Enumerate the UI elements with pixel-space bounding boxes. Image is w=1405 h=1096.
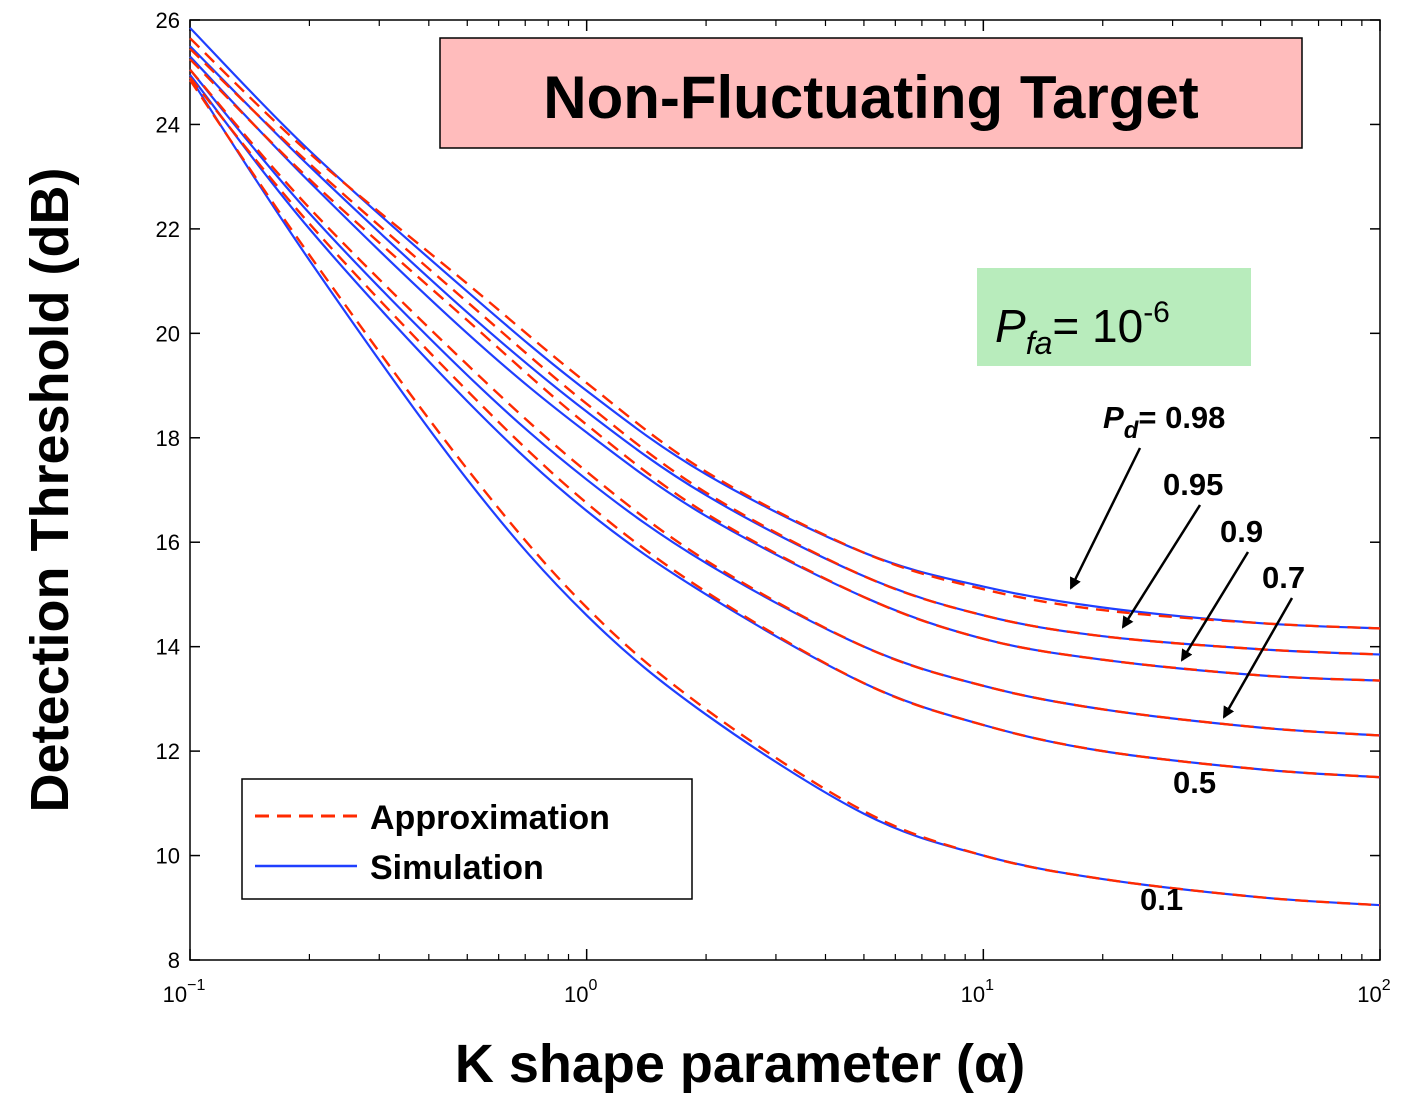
- simulation-curve-pd-0.7: [189, 68, 1381, 737]
- y-axis-label: Detection Threshold (dB): [20, 168, 80, 813]
- title-box: [439, 37, 1303, 149]
- legend-box: [241, 778, 693, 900]
- pd-subscript: d: [1124, 417, 1140, 444]
- pfa-symbol: P: [995, 300, 1026, 352]
- pd-value: = 0.98: [1138, 400, 1225, 435]
- pfa-equals: = 10: [1052, 300, 1143, 352]
- approximation-curve-pd-0.7: [189, 68, 1381, 737]
- y-tick-label: 22: [156, 217, 180, 242]
- arrow-pd-0.98: [1069, 447, 1142, 590]
- arrow-pd-0.7: [1222, 597, 1294, 719]
- y-tick-label: 12: [156, 739, 180, 764]
- x-tick-label: 101: [961, 977, 994, 1007]
- pfa-box: [977, 268, 1251, 366]
- arrow-pd-0.9: [1180, 551, 1250, 662]
- y-tick-label: 20: [156, 321, 180, 346]
- y-tick-label: 18: [156, 426, 180, 451]
- chart-title: Non-Fluctuating Target: [543, 64, 1199, 131]
- approximation-curve-pd-0.98: [189, 37, 1381, 630]
- x-tick-label: 100: [564, 977, 597, 1007]
- legend-simulation-label: Simulation: [370, 849, 544, 887]
- x-axis-ticks: 10−1 100 101 102: [163, 20, 1391, 1007]
- label-pd-0.5: 0.5: [1173, 765, 1216, 800]
- x-tick-label: 102: [1357, 977, 1390, 1007]
- x-tick-label: 10−1: [163, 977, 206, 1007]
- y-tick-label: 8: [168, 948, 180, 973]
- y-tick-label: 14: [156, 635, 180, 660]
- pfa-subscript: fa: [1026, 325, 1053, 361]
- y-axis-ticks: 8 10 12 14 16 18 20 22 24 26: [156, 8, 1380, 973]
- curves: [189, 27, 1381, 907]
- pd-symbol: P: [1103, 400, 1124, 435]
- y-tick-label: 10: [156, 844, 180, 869]
- label-pd-0.7: 0.7: [1262, 560, 1305, 595]
- label-pd-0.95: 0.95: [1163, 467, 1223, 502]
- pd-label: Pd= 0.98: [1103, 400, 1225, 444]
- arrow-pd-0.95: [1121, 504, 1202, 629]
- simulation-curve-pd-0.9: [189, 55, 1381, 682]
- label-pd-0.1: 0.1: [1140, 882, 1183, 917]
- y-tick-label: 26: [156, 8, 180, 33]
- label-pd-0.9: 0.9: [1220, 514, 1263, 549]
- pfa-annotation: Pfa= 10-6: [995, 296, 1170, 361]
- pfa-exponent: -6: [1143, 296, 1170, 329]
- x-axis-label: K shape parameter (α): [455, 1034, 1025, 1094]
- legend-approximation-label: Approximation: [370, 799, 610, 837]
- y-tick-label: 16: [156, 530, 180, 555]
- simulation-curve-pd-0.1: [189, 76, 1381, 907]
- simulation-curve-pd-0.5: [189, 74, 1381, 779]
- y-tick-label: 24: [156, 112, 180, 137]
- approximation-curve-pd-0.95: [189, 47, 1381, 656]
